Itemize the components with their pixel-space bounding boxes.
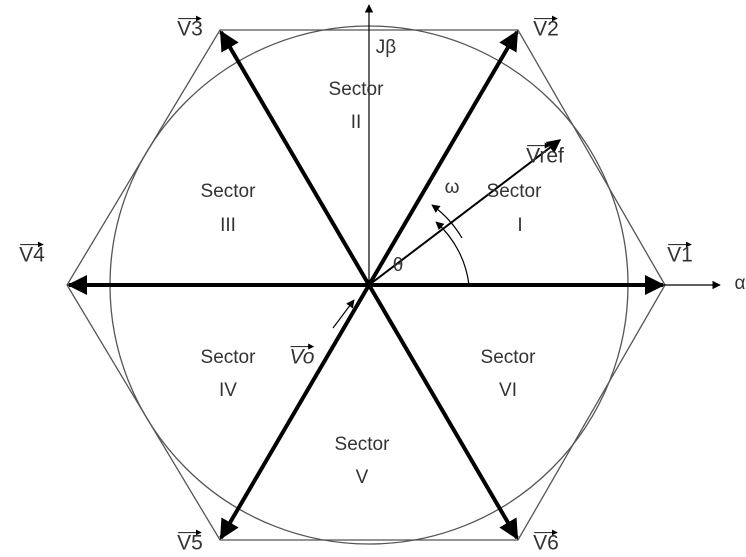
vector-arrow xyxy=(219,283,371,540)
sector-numeral: IV xyxy=(219,380,237,401)
theta-arc xyxy=(435,221,470,286)
vector-label: V4 xyxy=(19,244,45,267)
sector-numeral: V xyxy=(356,467,369,488)
sector-word: Sector xyxy=(201,347,257,368)
vector-label: V2 xyxy=(533,18,559,41)
omega-arc xyxy=(431,204,463,239)
sector-numeral: VI xyxy=(499,380,517,401)
vref-label: Vref xyxy=(526,145,564,168)
theta-label: θ xyxy=(393,255,404,276)
vector-label: V5 xyxy=(177,532,203,555)
sector-numeral: II xyxy=(351,112,362,133)
sector-word: Sector xyxy=(329,79,385,100)
sector-numeral: III xyxy=(220,215,236,236)
vector-arrow xyxy=(219,30,371,287)
sector-word: Sector xyxy=(335,434,391,455)
vector-label: V1 xyxy=(667,244,693,267)
vector-arrow xyxy=(367,30,519,287)
sector-word: Sector xyxy=(201,181,257,202)
sector-word: Sector xyxy=(487,181,543,202)
sector-word: Sector xyxy=(481,347,537,368)
omega-label: ω xyxy=(445,177,460,198)
active-vectors xyxy=(67,30,665,540)
vector-label: V3 xyxy=(177,18,203,41)
vector-label: V6 xyxy=(533,532,559,555)
sector-numeral: I xyxy=(517,215,522,236)
beta-label: Jβ xyxy=(376,37,397,58)
alpha-label: α xyxy=(735,273,746,294)
vector-arrow xyxy=(367,283,519,540)
zero-label: Vo xyxy=(290,346,315,369)
vref-arrow xyxy=(368,139,562,286)
zero-arrow xyxy=(332,299,355,329)
